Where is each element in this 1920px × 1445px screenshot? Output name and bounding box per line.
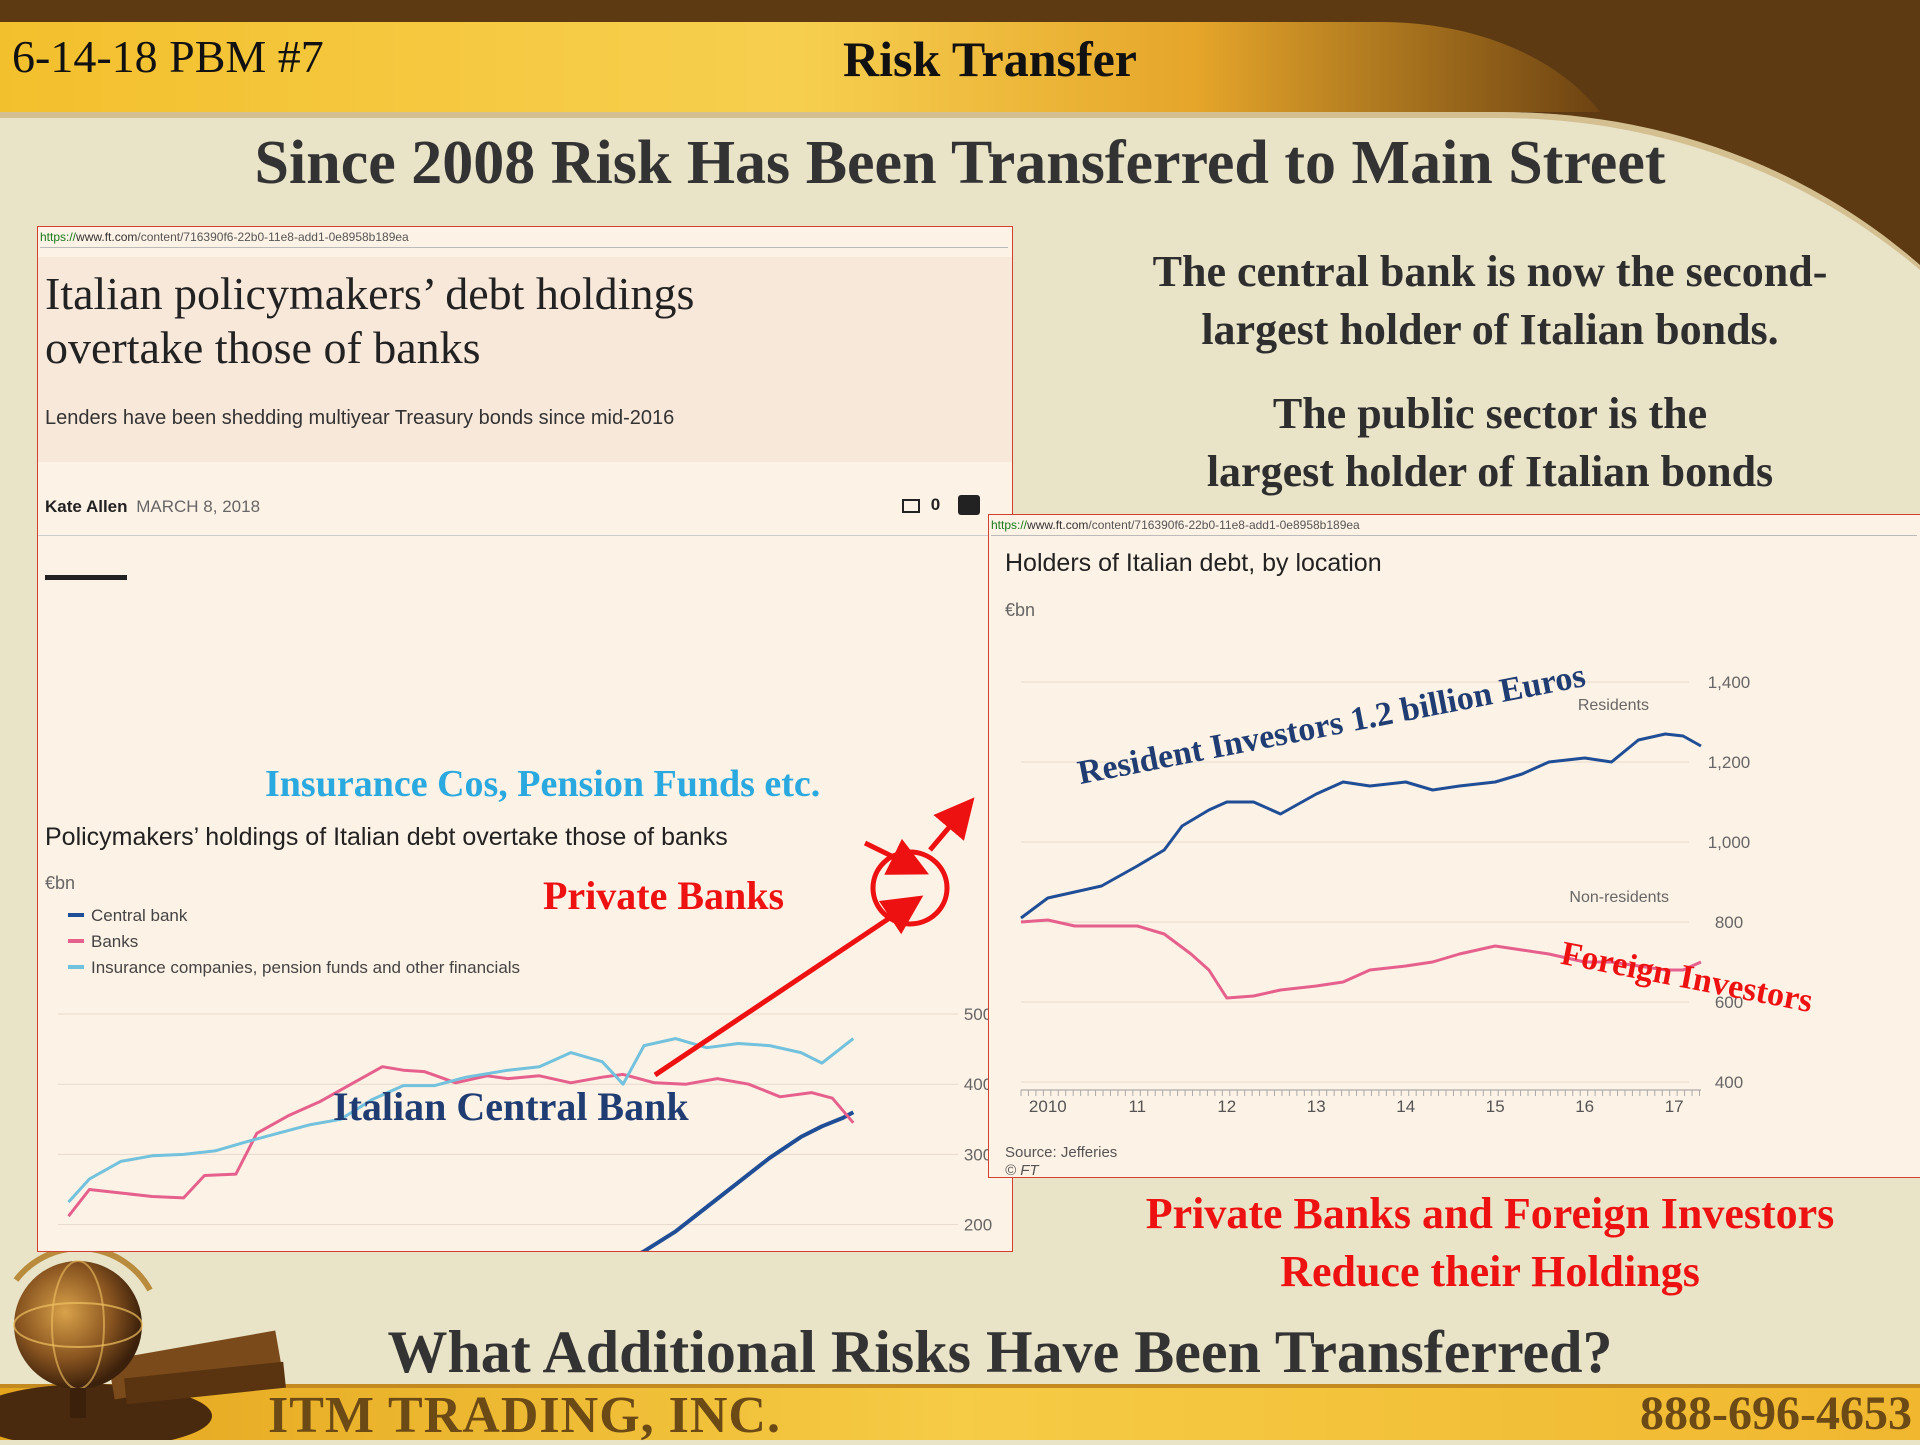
comment-button[interactable]: 0	[902, 495, 940, 515]
print-icon[interactable]	[958, 495, 980, 515]
article-date: MARCH 8, 2018	[136, 497, 261, 516]
url-path: /content/716390f6-22b0-11e8-add1-0e8958b…	[1088, 518, 1360, 532]
url-domain: www.ft.com	[1027, 518, 1089, 532]
y-tick-label: 1,200	[1708, 753, 1751, 772]
holders-chart: Holders of Italian debt, by location €bn 4…	[1005, 549, 1751, 1177]
series-label-residents: Residents	[1578, 697, 1649, 714]
main-title: Since 2008 Risk Has Been Transferred to …	[254, 129, 1666, 197]
series-line-central-bank	[640, 1110, 855, 1251]
y-tick-label: 600	[1715, 993, 1743, 1012]
company-name: ITM TRADING, INC.	[268, 1387, 781, 1444]
right-article-screenshot: https://www.ft.com/content/716390f6-22b0…	[988, 514, 1920, 1178]
chart-source: Source: Jefferies	[1005, 1144, 1117, 1161]
header-title: Risk Transfer	[843, 31, 1137, 87]
chart-marker-bar	[45, 575, 127, 580]
url-path: /content/716390f6-22b0-11e8-add1-0e8958b…	[137, 230, 409, 244]
divider	[38, 535, 1012, 536]
x-tick-label: 2010	[1029, 1097, 1067, 1116]
series-line-residents	[1020, 732, 1702, 920]
annotation-insurance: Insurance Cos, Pension Funds etc.	[265, 763, 821, 805]
series-label-non-residents: Non-residents	[1569, 889, 1669, 906]
annotation-central-bank: Italian Central Bank	[333, 1084, 689, 1129]
series-line-banks	[67, 1065, 855, 1218]
statement-line: largest holder of Italian bonds.	[1201, 305, 1779, 354]
x-tick-label: 13	[1307, 1097, 1326, 1116]
y-tick-label: 400	[964, 1075, 992, 1094]
comment-icon	[902, 498, 920, 513]
author-name[interactable]: Kate Allen	[45, 497, 128, 516]
headline-line: Italian policymakers’ debt holdings	[45, 268, 695, 319]
y-tick-label: 400	[1715, 1073, 1743, 1092]
article-headline: Italian policymakers’ debt holdings over…	[45, 267, 694, 375]
comment-count: 0	[930, 495, 941, 514]
url-domain: www.ft.com	[76, 230, 138, 244]
y-tick-label: 1,400	[1708, 673, 1751, 692]
article-standfirst: Lenders have been shedding multiyear Tre…	[45, 407, 675, 429]
url-scheme: https://	[40, 230, 77, 244]
y-tick-label: 500	[964, 1005, 992, 1024]
left-article-screenshot: https://www.ft.com/content/716390f6-22b0…	[37, 226, 1013, 1252]
headline-line: overtake those of banks	[45, 322, 481, 373]
y-tick-label: 300	[964, 1145, 992, 1164]
chart-unit: €bn	[45, 873, 75, 893]
x-tick-label: 15	[1486, 1097, 1505, 1116]
legend-label-central-bank: Central bank	[91, 906, 188, 925]
note-line: Private Banks and Foreign Investors	[1145, 1189, 1835, 1238]
url-scheme: https://	[991, 518, 1028, 532]
x-tick-label: 16	[1575, 1097, 1594, 1116]
statement-line: largest holder of Italian bonds	[1206, 447, 1774, 496]
annotation-private-banks: Private Banks	[543, 873, 785, 918]
holdings-chart: Policymakers’ holdings of Italian debt o…	[45, 823, 992, 1251]
statement-public-sector: The public sector is the largest holder …	[1060, 385, 1920, 501]
legend-label-insurance-companies-pension-funds-and-other-financials: Insurance companies, pension funds and o…	[91, 958, 520, 977]
statement-line: The central bank is now the second-	[1152, 247, 1828, 296]
holdings-note: Private Banks and Foreign Investors Redu…	[1060, 1185, 1920, 1301]
chart-title: Holders of Italian debt, by location	[1005, 549, 1382, 577]
url-bar[interactable]: https://www.ft.com/content/716390f6-22b0…	[991, 518, 1917, 536]
y-tick-label: 1,000	[1708, 833, 1751, 852]
statement-central-bank: The central bank is now the second- larg…	[1060, 243, 1920, 359]
chart-unit: €bn	[1005, 600, 1035, 620]
statement-line: The public sector is the	[1272, 389, 1708, 438]
y-tick-label: 800	[1715, 913, 1743, 932]
chart-credit: © FT	[1005, 1162, 1040, 1177]
x-tick-label: 14	[1396, 1097, 1415, 1116]
url-bar[interactable]: https://www.ft.com/content/716390f6-22b0…	[40, 230, 1008, 248]
bottom-question: What Additional Risks Have Been Transfer…	[387, 1319, 1613, 1385]
date-code: 6-14-18 PBM #7	[12, 31, 324, 82]
phone-number[interactable]: 888-696-4653	[1640, 1387, 1912, 1440]
byline: Kate Allen MARCH 8, 2018	[45, 497, 260, 517]
globe-icon	[0, 1245, 286, 1440]
x-tick-label: 11	[1128, 1097, 1146, 1116]
note-line: Reduce their Holdings	[1280, 1247, 1700, 1296]
series-line-non-residents	[1020, 918, 1702, 1000]
article-header-box	[38, 257, 1012, 462]
chart-title: Policymakers’ holdings of Italian debt o…	[45, 823, 728, 851]
legend-label-banks: Banks	[91, 932, 138, 951]
y-tick-label: 200	[964, 1216, 992, 1235]
x-tick-label: 12	[1217, 1097, 1236, 1116]
x-tick-label: 17	[1665, 1097, 1684, 1116]
